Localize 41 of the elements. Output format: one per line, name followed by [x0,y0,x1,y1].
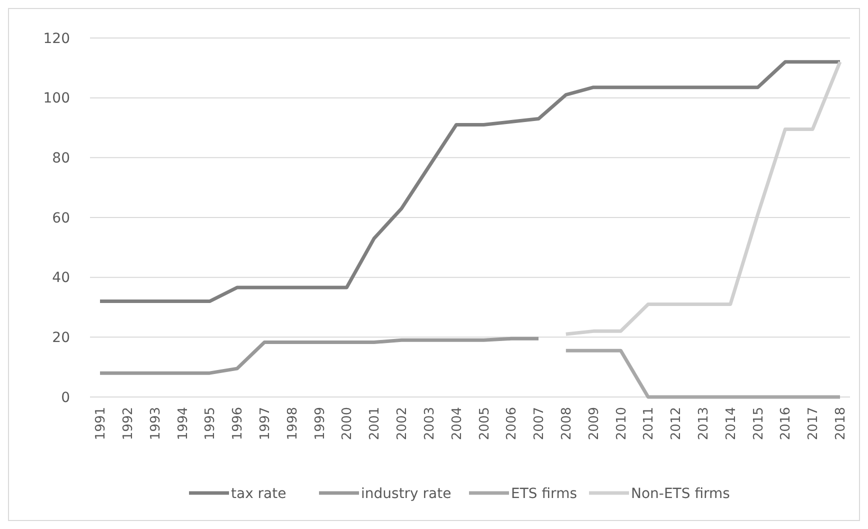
line-series [98,336,540,375]
x-tick-label: 2015 [751,407,766,440]
y-tick-label: 60 [52,210,70,226]
x-tick-label: 2017 [806,407,822,440]
y-tick-label: 40 [52,270,70,286]
x-tick-label: 1995 [203,407,218,440]
x-tick-label: 2013 [696,407,712,440]
x-tick-label: 2018 [834,407,849,440]
x-tick-label: 1999 [312,407,328,440]
y-tick-label: 0 [61,390,70,406]
y-tick-label: 100 [43,90,70,107]
x-tick-label: 1992 [120,407,136,440]
legend-label: Non-ETS firms [631,486,730,502]
x-tick-label: 2000 [340,407,356,440]
line-series [98,60,842,304]
x-tick-label: 1994 [176,407,191,440]
x-tick-label: 1998 [285,407,300,440]
x-tick-label: 2011 [642,407,657,440]
y-tick-label: 20 [52,330,70,346]
y-tick-label: 120 [43,30,70,47]
x-tick-label: 2003 [422,407,438,440]
x-tick-label: 2005 [477,407,492,440]
y-tick-label: 80 [52,150,70,167]
x-tick-label: 2004 [450,407,465,440]
x-tick-label: 2001 [368,407,383,440]
x-tick-label: 1993 [148,407,164,440]
x-tick-label: 1991 [94,407,109,440]
x-tick-label: 2012 [669,407,684,440]
legend-label: tax rate [231,486,286,502]
x-tick-label: 2006 [504,407,520,440]
legend-label: industry rate [361,486,452,502]
x-tick-label: 2016 [778,407,794,440]
x-tick-label: 2008 [559,407,574,440]
x-tick-label: 1996 [230,407,246,440]
legend-label: ETS firms [511,486,577,502]
x-tick-label: 2002 [395,407,410,440]
x-tick-label: 2007 [532,407,548,440]
x-tick-label: 1997 [258,407,273,440]
x-tick-label: 2014 [724,407,739,440]
x-tick-label: 2009 [586,407,602,440]
x-tick-label: 2010 [614,407,630,440]
